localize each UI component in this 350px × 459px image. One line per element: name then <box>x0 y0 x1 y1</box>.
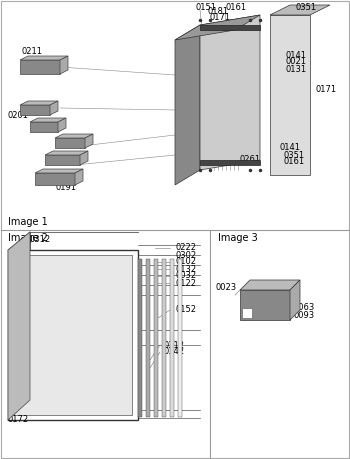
Text: 0162: 0162 <box>8 280 29 290</box>
Polygon shape <box>8 232 30 420</box>
Polygon shape <box>20 105 50 115</box>
Polygon shape <box>85 134 93 148</box>
Text: 0152: 0152 <box>175 306 196 314</box>
Polygon shape <box>45 155 80 165</box>
Bar <box>162 259 166 417</box>
Polygon shape <box>55 134 93 138</box>
Text: 0132: 0132 <box>175 264 196 274</box>
Text: 0312: 0312 <box>30 235 51 245</box>
Text: 0032: 0032 <box>175 272 196 280</box>
Bar <box>170 259 174 417</box>
Polygon shape <box>35 173 75 185</box>
Polygon shape <box>240 280 300 290</box>
Polygon shape <box>270 5 330 15</box>
Text: 0172: 0172 <box>8 415 29 425</box>
Text: 0141: 0141 <box>280 144 301 152</box>
Bar <box>178 259 182 417</box>
Text: 0191: 0191 <box>55 184 76 192</box>
Text: 0021: 0021 <box>285 57 306 67</box>
Polygon shape <box>20 60 60 74</box>
Polygon shape <box>50 101 58 115</box>
Polygon shape <box>290 280 300 320</box>
Text: 0102: 0102 <box>175 257 196 267</box>
Polygon shape <box>175 15 260 40</box>
Bar <box>8 250 138 420</box>
Polygon shape <box>20 101 58 105</box>
Polygon shape <box>45 151 88 155</box>
Polygon shape <box>58 118 66 132</box>
Text: 0122: 0122 <box>175 279 196 287</box>
Polygon shape <box>60 56 68 74</box>
Polygon shape <box>30 122 58 132</box>
Text: 0112: 0112 <box>163 341 184 349</box>
Text: 0142: 0142 <box>163 347 184 357</box>
Text: Image 1: Image 1 <box>8 217 48 227</box>
Text: 0161: 0161 <box>226 2 247 11</box>
Polygon shape <box>55 138 85 148</box>
Text: 0222: 0222 <box>175 244 196 252</box>
Text: 0161: 0161 <box>284 157 305 167</box>
Text: 0063: 0063 <box>293 303 314 313</box>
Text: 0351: 0351 <box>295 4 316 12</box>
Text: 0093: 0093 <box>293 310 314 319</box>
Text: 0023: 0023 <box>216 282 237 291</box>
Polygon shape <box>240 290 290 320</box>
Bar <box>138 259 142 417</box>
Bar <box>14 255 132 415</box>
Text: 0171: 0171 <box>315 85 336 95</box>
Text: 0261: 0261 <box>240 156 261 164</box>
Text: 0302: 0302 <box>175 251 196 259</box>
Polygon shape <box>35 169 83 173</box>
Bar <box>200 160 260 165</box>
Text: 0141: 0141 <box>285 50 306 60</box>
Text: Image 3: Image 3 <box>218 233 258 243</box>
Text: 0201: 0201 <box>8 111 29 119</box>
Polygon shape <box>30 118 66 122</box>
Bar <box>154 259 158 417</box>
Text: Image 2: Image 2 <box>8 233 48 243</box>
Text: 0131: 0131 <box>285 65 306 73</box>
Bar <box>146 259 150 417</box>
Polygon shape <box>20 56 68 60</box>
Polygon shape <box>175 25 200 185</box>
Text: 0211: 0211 <box>22 47 43 56</box>
Polygon shape <box>270 15 310 175</box>
Text: 0171: 0171 <box>210 13 231 22</box>
Text: 0151: 0151 <box>195 4 216 12</box>
Bar <box>242 308 252 318</box>
Text: 0181: 0181 <box>207 6 228 16</box>
Polygon shape <box>80 151 88 165</box>
Bar <box>200 25 260 30</box>
Polygon shape <box>75 169 83 185</box>
Text: 0351: 0351 <box>284 151 305 159</box>
Polygon shape <box>200 15 260 170</box>
